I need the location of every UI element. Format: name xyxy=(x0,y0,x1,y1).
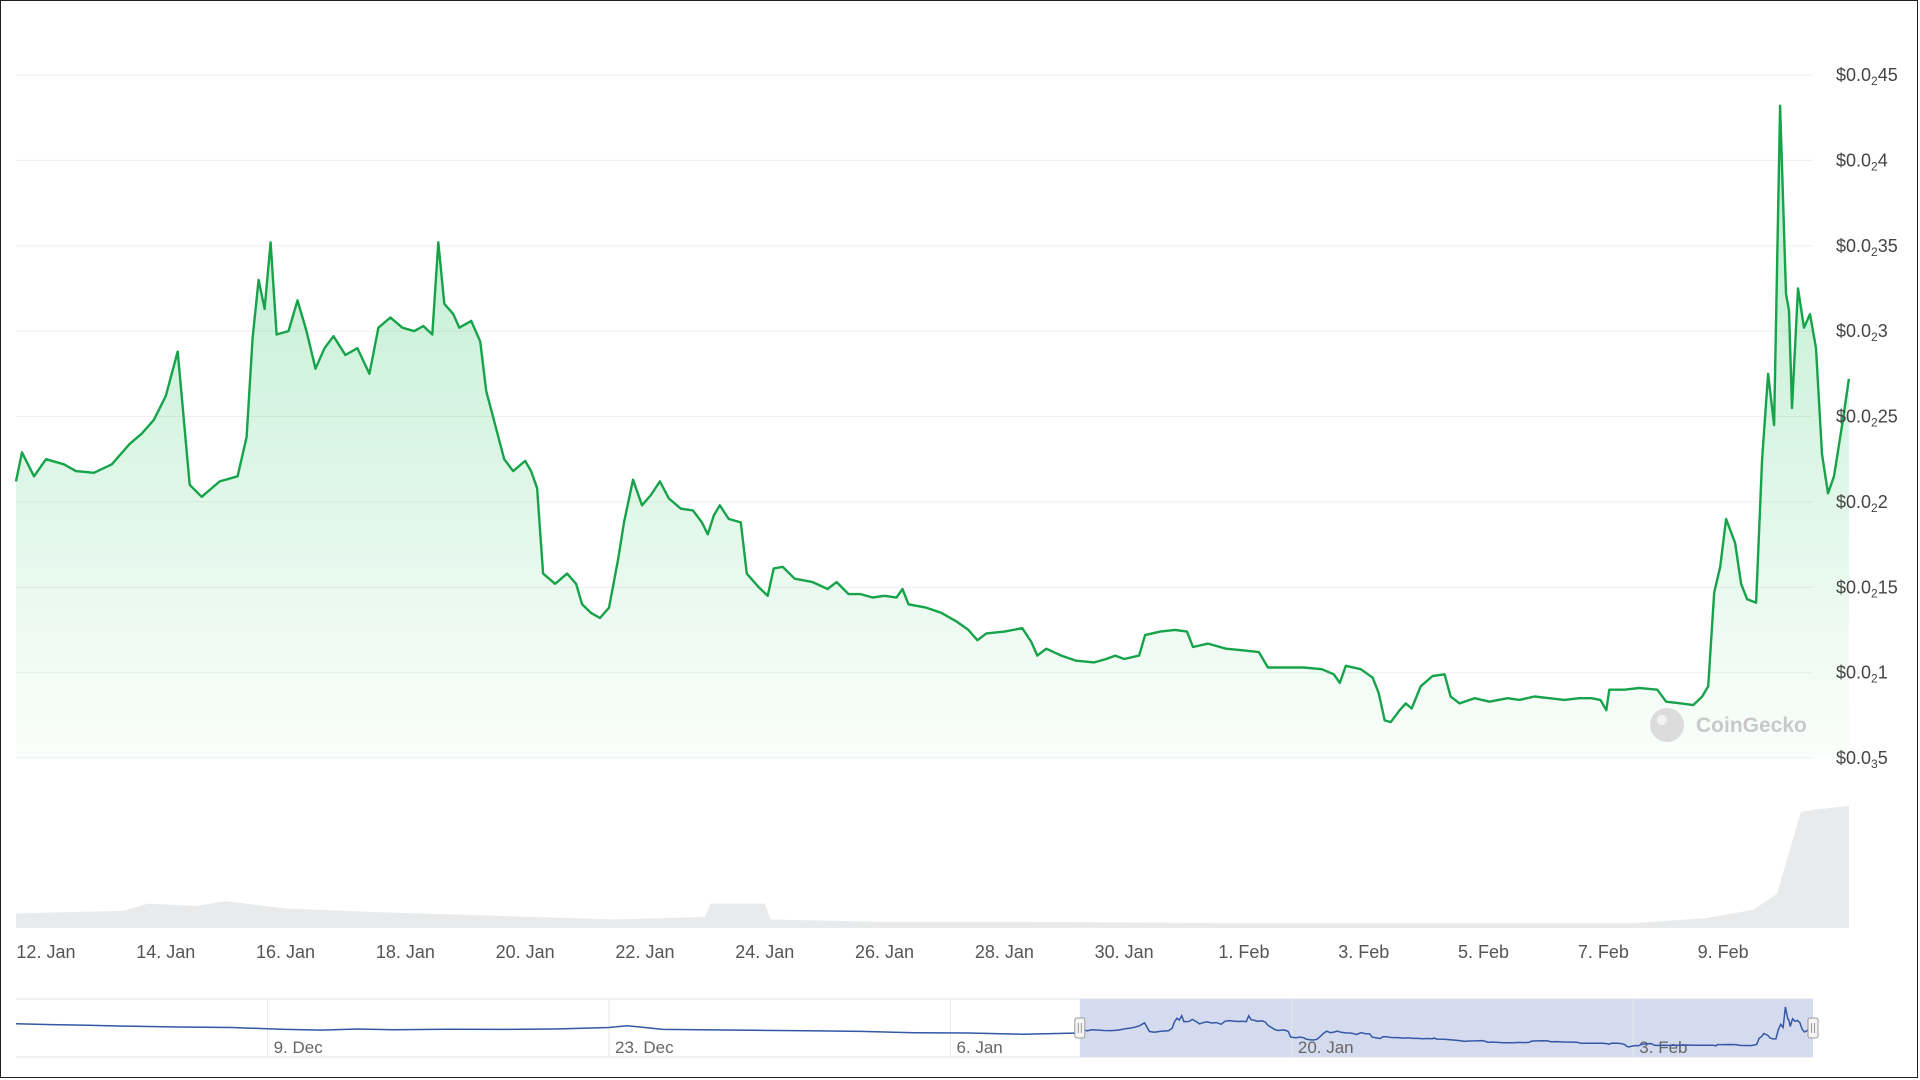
y-tick-subscript: 2 xyxy=(1871,330,1878,344)
x-tick-label: 7. Feb xyxy=(1578,942,1629,962)
y-tick-prefix: $0.0 xyxy=(1836,663,1871,683)
navigator-tick-label: 23. Dec xyxy=(615,1038,674,1057)
navigator-tick-label: 20. Jan xyxy=(1298,1038,1354,1057)
navigator-tick-label: 6. Jan xyxy=(956,1038,1002,1057)
x-tick-label: 3. Feb xyxy=(1338,942,1389,962)
x-tick-label: 12. Jan xyxy=(16,942,75,962)
y-tick-prefix: $0.0 xyxy=(1836,65,1871,85)
y-tick-suffix: 35 xyxy=(1878,236,1898,256)
y-tick-suffix: 2 xyxy=(1878,492,1888,512)
x-tick-label: 22. Jan xyxy=(615,942,674,962)
x-tick-label: 18. Jan xyxy=(376,942,435,962)
x-tick-label: 28. Jan xyxy=(975,942,1034,962)
y-tick-prefix: $0.0 xyxy=(1836,492,1871,512)
y-tick-subscript: 2 xyxy=(1871,245,1878,259)
x-tick-label: 30. Jan xyxy=(1095,942,1154,962)
y-tick-prefix: $0.0 xyxy=(1836,150,1871,170)
y-tick-suffix: 15 xyxy=(1878,577,1898,597)
price-area-layer xyxy=(14,104,1851,758)
x-tick-label: 16. Jan xyxy=(256,942,315,962)
coingecko-logo-eye-icon xyxy=(1657,715,1667,725)
y-tick-label: $0.0235 xyxy=(1836,236,1898,259)
x-tick-label: 20. Jan xyxy=(496,942,555,962)
y-tick-label: $0.0215 xyxy=(1836,577,1898,600)
navigator-tick-label: 9. Dec xyxy=(274,1038,324,1057)
y-tick-suffix: 3 xyxy=(1878,321,1888,341)
x-tick-label: 1. Feb xyxy=(1218,942,1269,962)
y-tick-prefix: $0.0 xyxy=(1836,321,1871,341)
y-tick-suffix: 4 xyxy=(1878,150,1888,170)
y-tick-suffix: 45 xyxy=(1878,65,1898,85)
y-tick-suffix: 25 xyxy=(1878,407,1898,427)
x-tick-label: 5. Feb xyxy=(1458,942,1509,962)
navigator-right-handle[interactable] xyxy=(1807,1017,1819,1039)
y-tick-subscript: 2 xyxy=(1871,416,1878,430)
y-tick-suffix: 1 xyxy=(1878,663,1888,683)
y-tick-label: $0.021 xyxy=(1836,663,1888,686)
y-tick-subscript: 2 xyxy=(1871,159,1878,173)
y-tick-label: $0.0225 xyxy=(1836,407,1898,430)
y-tick-label: $0.035 xyxy=(1836,748,1888,771)
x-tick-label: 24. Jan xyxy=(735,942,794,962)
navigator-tick-label: 3. Feb xyxy=(1639,1038,1687,1057)
y-axis: $0.0245$0.024$0.0235$0.023$0.0225$0.022$… xyxy=(1836,65,1898,771)
y-tick-prefix: $0.0 xyxy=(1836,748,1871,768)
volume-area xyxy=(16,806,1849,928)
y-tick-prefix: $0.0 xyxy=(1836,407,1871,427)
y-tick-label: $0.0245 xyxy=(1836,65,1898,88)
x-tick-label: 9. Feb xyxy=(1698,942,1749,962)
y-tick-prefix: $0.0 xyxy=(1836,236,1871,256)
coingecko-logo-icon xyxy=(1650,708,1684,742)
y-tick-subscript: 2 xyxy=(1871,74,1878,88)
volume-layer xyxy=(16,806,1849,928)
y-tick-subscript: 2 xyxy=(1871,672,1878,686)
y-tick-label: $0.023 xyxy=(1836,321,1888,344)
watermark-text: CoinGecko xyxy=(1696,714,1807,737)
price-area-fill xyxy=(16,105,1849,758)
y-tick-subscript: 3 xyxy=(1871,757,1878,771)
navigator[interactable]: 9. Dec 23. Dec 6. Jan 20. Jan 3. Feb xyxy=(15,998,1819,1058)
y-tick-label: $0.024 xyxy=(1836,150,1888,173)
y-tick-prefix: $0.0 xyxy=(1836,577,1871,597)
coingecko-watermark: CoinGecko xyxy=(1650,708,1807,742)
x-tick-label: 26. Jan xyxy=(855,942,914,962)
y-tick-label: $0.022 xyxy=(1836,492,1888,515)
y-tick-suffix: 5 xyxy=(1878,748,1888,768)
y-tick-subscript: 2 xyxy=(1871,586,1878,600)
x-axis: 12. Jan 14. Jan 16. Jan 18. Jan 20. Jan 22. J… xyxy=(16,942,1748,962)
navigator-left-handle[interactable] xyxy=(1074,1017,1086,1039)
y-tick-subscript: 2 xyxy=(1871,501,1878,515)
navigator-selection[interactable] xyxy=(1079,999,1813,1057)
price-line[interactable] xyxy=(14,104,1851,724)
navigator-series-line xyxy=(15,1006,1814,1048)
x-tick-label: 14. Jan xyxy=(136,942,195,962)
